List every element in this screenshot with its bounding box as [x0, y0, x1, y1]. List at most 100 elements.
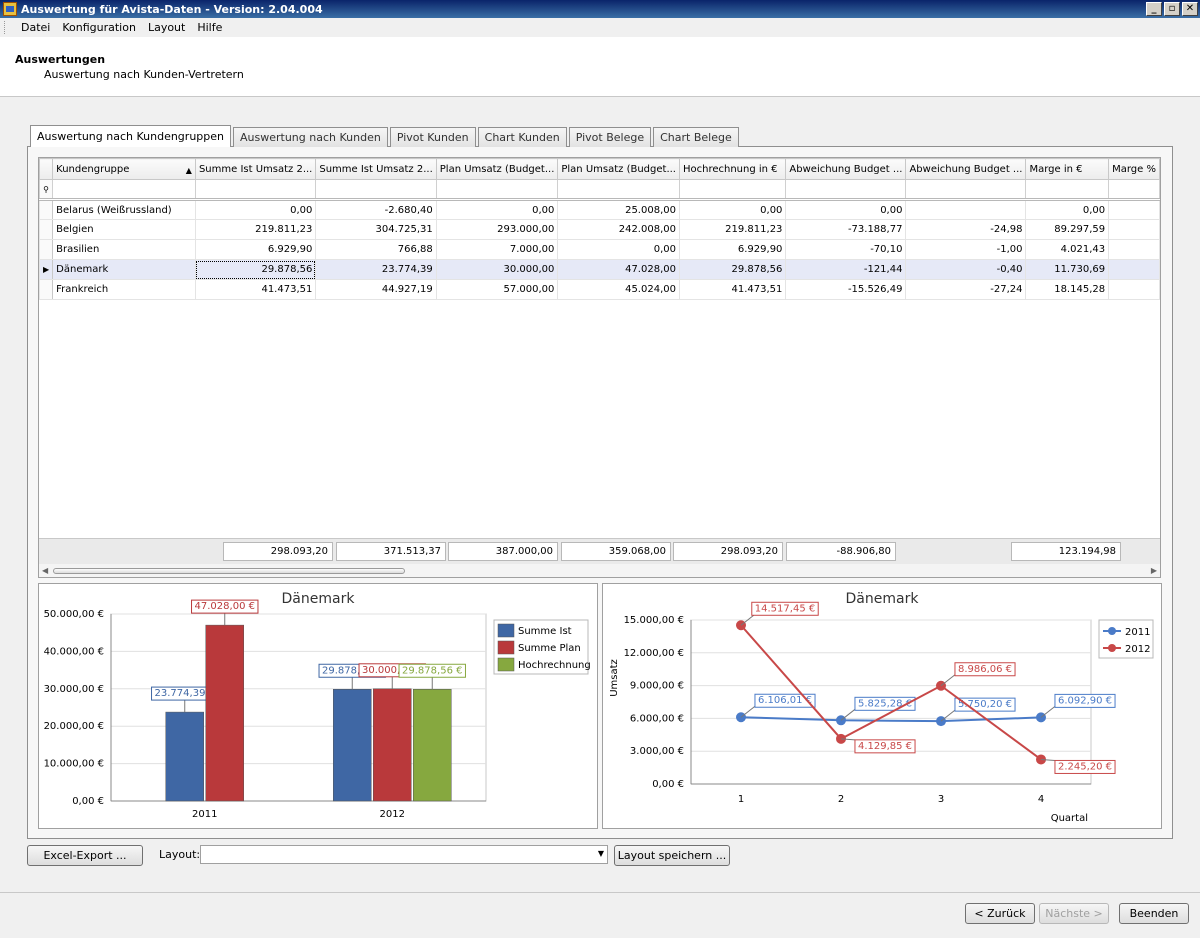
cell-value[interactable]: 23.774,39: [315, 259, 437, 280]
filter-cell[interactable]: [678, 179, 787, 201]
column-header-marge[interactable]: Marge in €: [1025, 158, 1110, 180]
cell-value[interactable]: 25.008,00: [557, 199, 680, 220]
cell-value[interactable]: 293.000,00: [435, 219, 559, 240]
row-indicator[interactable]: [39, 199, 54, 220]
cell-value[interactable]: -70,10: [785, 239, 907, 260]
menu-layout[interactable]: Layout: [147, 21, 186, 34]
filter-cell[interactable]: [194, 179, 317, 201]
tab-kunden[interactable]: Auswertung nach Kunden: [233, 127, 388, 147]
cell-value[interactable]: 7.000,00: [435, 239, 559, 260]
cell-value[interactable]: 41.473,51: [194, 279, 317, 300]
maximize-button[interactable]: ▫: [1164, 2, 1180, 16]
cell-value[interactable]: 89.297,59: [1025, 219, 1110, 240]
scrollbar-thumb[interactable]: [53, 568, 405, 574]
column-header-plan-umsatz-1[interactable]: Plan Umsatz (Budget...: [435, 158, 559, 180]
cell-kundengruppe[interactable]: Belgien: [52, 219, 196, 240]
cell-value[interactable]: 45.024,00: [557, 279, 680, 300]
minimize-button[interactable]: _: [1146, 2, 1162, 16]
cell-value[interactable]: 29.878,56: [194, 259, 317, 280]
table-row[interactable]: Belgien 219.811,23 304.725,31 293.000,00 242…: [39, 219, 1160, 240]
cell-value[interactable]: -15.526,49: [785, 279, 907, 300]
cell-value[interactable]: -27,24: [905, 279, 1027, 300]
cell-value[interactable]: 47.028,00: [557, 259, 680, 280]
cell-value[interactable]: [1108, 259, 1160, 280]
cell-value[interactable]: 219.811,23: [194, 219, 317, 240]
cell-value[interactable]: -73.188,77: [785, 219, 907, 240]
table-row[interactable]: Belarus (Weißrussland) 0,00 -2.680,40 0,00 2…: [39, 199, 1160, 220]
row-indicator[interactable]: [39, 219, 54, 240]
column-header-abweichung-2[interactable]: Abweichung Budget ...: [905, 158, 1027, 180]
filter-cell[interactable]: [435, 179, 559, 201]
row-indicator-icon[interactable]: ▶: [39, 259, 54, 280]
tab-kundengruppen[interactable]: Auswertung nach Kundengruppen: [30, 125, 231, 147]
tab-chart-belege[interactable]: Chart Belege: [653, 127, 739, 147]
save-layout-button[interactable]: Layout speichern ...: [614, 845, 730, 866]
row-indicator[interactable]: [39, 279, 54, 300]
cell-value[interactable]: 57.000,00: [435, 279, 559, 300]
cell-value[interactable]: -2.680,40: [315, 199, 437, 220]
table-row[interactable]: Frankreich 41.473,51 44.927,19 57.000,00 45.…: [39, 279, 1160, 300]
cell-value[interactable]: 304.725,31: [315, 219, 437, 240]
table-row[interactable]: Brasilien 6.929,90 766,88 7.000,00 0,00 6.929…: [39, 239, 1160, 260]
cell-value[interactable]: 0,00: [435, 199, 559, 220]
column-header-abweichung-1[interactable]: Abweichung Budget ...: [785, 158, 907, 180]
scroll-right-icon[interactable]: ▶: [1150, 566, 1157, 575]
cell-value[interactable]: 6.929,90: [678, 239, 787, 260]
tab-pivot-kunden[interactable]: Pivot Kunden: [389, 127, 476, 147]
cell-kundengruppe[interactable]: Brasilien: [52, 239, 196, 260]
tab-chart-kunden[interactable]: Chart Kunden: [477, 127, 567, 147]
cell-value[interactable]: 18.145,28: [1025, 279, 1110, 300]
cell-kundengruppe[interactable]: Frankreich: [52, 279, 196, 300]
filter-cell[interactable]: [785, 179, 907, 201]
cell-kundengruppe[interactable]: Belarus (Weißrussland): [52, 199, 196, 220]
cell-value[interactable]: [1108, 239, 1160, 260]
cell-value[interactable]: 0,00: [557, 239, 680, 260]
filter-cell[interactable]: [52, 179, 196, 201]
cell-value[interactable]: -1,00: [905, 239, 1027, 260]
cell-value[interactable]: -121,44: [785, 259, 907, 280]
column-header-hochrechnung[interactable]: Hochrechnung in €: [678, 158, 787, 180]
table-row[interactable]: ▶ Dänemark 29.878,56 23.774,39 30.000,00 47.0…: [39, 259, 1160, 280]
horizontal-scrollbar[interactable]: ◀ ▶: [39, 564, 1160, 577]
cell-value[interactable]: 6.929,90: [194, 239, 317, 260]
cell-value[interactable]: 11.730,69: [1025, 259, 1110, 280]
row-indicator[interactable]: [39, 239, 54, 260]
back-button[interactable]: < Zurück: [965, 903, 1035, 924]
layout-select[interactable]: ▼: [200, 845, 608, 864]
cell-value[interactable]: 30.000,00: [435, 259, 559, 280]
cell-value[interactable]: 0,00: [194, 199, 317, 220]
menu-konfiguration[interactable]: Konfiguration: [62, 21, 136, 34]
column-header-ist-umsatz-1[interactable]: Summe Ist Umsatz 2...: [194, 158, 317, 180]
filter-cell[interactable]: [557, 179, 680, 201]
excel-export-button[interactable]: Excel-Export ...: [27, 845, 143, 866]
cell-value[interactable]: 0,00: [678, 199, 787, 220]
column-header-marge-prozent[interactable]: Marge %: [1108, 158, 1160, 180]
filter-cell[interactable]: [1025, 179, 1110, 201]
cell-value[interactable]: 242.008,00: [557, 219, 680, 240]
tab-pivot-belege[interactable]: Pivot Belege: [568, 127, 652, 147]
cell-value[interactable]: [1108, 219, 1160, 240]
menu-hilfe[interactable]: Hilfe: [197, 21, 223, 34]
cell-value[interactable]: [905, 199, 1027, 220]
next-button[interactable]: Nächste >: [1039, 903, 1109, 924]
scroll-left-icon[interactable]: ◀: [42, 566, 49, 575]
cell-value[interactable]: 4.021,43: [1025, 239, 1110, 260]
cell-value[interactable]: -24,98: [905, 219, 1027, 240]
filter-cell[interactable]: [905, 179, 1027, 201]
cell-value[interactable]: 41.473,51: [678, 279, 787, 300]
column-header-ist-umsatz-2[interactable]: Summe Ist Umsatz 2...: [315, 158, 437, 180]
cell-value[interactable]: 766,88: [315, 239, 437, 260]
cell-value[interactable]: [1108, 199, 1160, 220]
cell-value[interactable]: 29.878,56: [678, 259, 787, 280]
close-button[interactable]: ✕: [1182, 2, 1198, 16]
cell-kundengruppe[interactable]: Dänemark: [52, 259, 196, 280]
cell-value[interactable]: 0,00: [1025, 199, 1110, 220]
filter-cell[interactable]: [1108, 179, 1160, 201]
cell-value[interactable]: -0,40: [905, 259, 1027, 280]
cell-value[interactable]: [1108, 279, 1160, 300]
column-header-kundengruppe[interactable]: Kundengruppe ▲: [52, 158, 196, 180]
finish-button[interactable]: Beenden: [1119, 903, 1189, 924]
cell-value[interactable]: 219.811,23: [678, 219, 787, 240]
dropdown-arrow-icon[interactable]: ▼: [597, 849, 604, 858]
cell-value[interactable]: 44.927,19: [315, 279, 437, 300]
